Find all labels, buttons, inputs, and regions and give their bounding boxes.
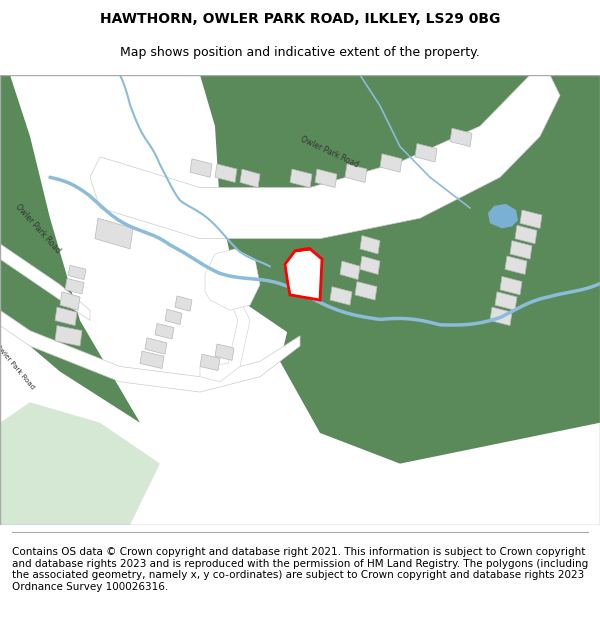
Polygon shape xyxy=(330,287,352,305)
Polygon shape xyxy=(240,169,260,187)
Polygon shape xyxy=(505,256,527,274)
Polygon shape xyxy=(200,75,420,341)
Polygon shape xyxy=(155,324,174,339)
Polygon shape xyxy=(165,309,182,324)
Polygon shape xyxy=(0,75,140,423)
Polygon shape xyxy=(380,154,402,172)
Polygon shape xyxy=(415,144,437,162)
Polygon shape xyxy=(0,402,160,525)
Polygon shape xyxy=(0,244,90,321)
Polygon shape xyxy=(450,128,472,147)
Polygon shape xyxy=(488,204,518,228)
Polygon shape xyxy=(360,236,380,254)
Polygon shape xyxy=(175,296,192,311)
Polygon shape xyxy=(90,75,560,239)
Polygon shape xyxy=(355,282,377,300)
Polygon shape xyxy=(60,292,80,310)
Polygon shape xyxy=(520,210,542,228)
Polygon shape xyxy=(220,75,440,361)
Polygon shape xyxy=(515,226,537,244)
Polygon shape xyxy=(140,351,164,369)
Polygon shape xyxy=(68,265,86,279)
Polygon shape xyxy=(65,279,84,294)
Polygon shape xyxy=(55,307,77,326)
Polygon shape xyxy=(345,164,367,182)
Polygon shape xyxy=(200,354,220,371)
Polygon shape xyxy=(190,159,212,177)
Polygon shape xyxy=(510,241,532,259)
Polygon shape xyxy=(215,344,234,361)
Polygon shape xyxy=(205,249,260,310)
Polygon shape xyxy=(200,300,250,382)
Polygon shape xyxy=(30,75,560,402)
Text: Map shows position and indicative extent of the property.: Map shows position and indicative extent… xyxy=(120,46,480,59)
Polygon shape xyxy=(500,276,522,295)
Polygon shape xyxy=(215,164,237,182)
Text: Contains OS data © Crown copyright and database right 2021. This information is : Contains OS data © Crown copyright and d… xyxy=(12,547,588,592)
Polygon shape xyxy=(360,256,380,274)
Polygon shape xyxy=(315,169,337,187)
Polygon shape xyxy=(340,261,360,279)
Polygon shape xyxy=(290,169,312,187)
Polygon shape xyxy=(250,75,600,464)
Polygon shape xyxy=(145,338,167,354)
Polygon shape xyxy=(0,75,600,474)
Polygon shape xyxy=(295,249,310,251)
Polygon shape xyxy=(285,249,322,300)
Polygon shape xyxy=(490,307,512,326)
Polygon shape xyxy=(0,310,300,392)
Text: Owler Park Road: Owler Park Road xyxy=(14,202,62,255)
Text: Owler Park Road: Owler Park Road xyxy=(299,134,361,169)
Text: HAWTHORN, OWLER PARK ROAD, ILKLEY, LS29 0BG: HAWTHORN, OWLER PARK ROAD, ILKLEY, LS29 … xyxy=(100,12,500,26)
Polygon shape xyxy=(55,326,82,346)
Polygon shape xyxy=(495,292,517,310)
Text: Owler Park Road: Owler Park Road xyxy=(0,342,35,390)
Polygon shape xyxy=(95,218,133,249)
